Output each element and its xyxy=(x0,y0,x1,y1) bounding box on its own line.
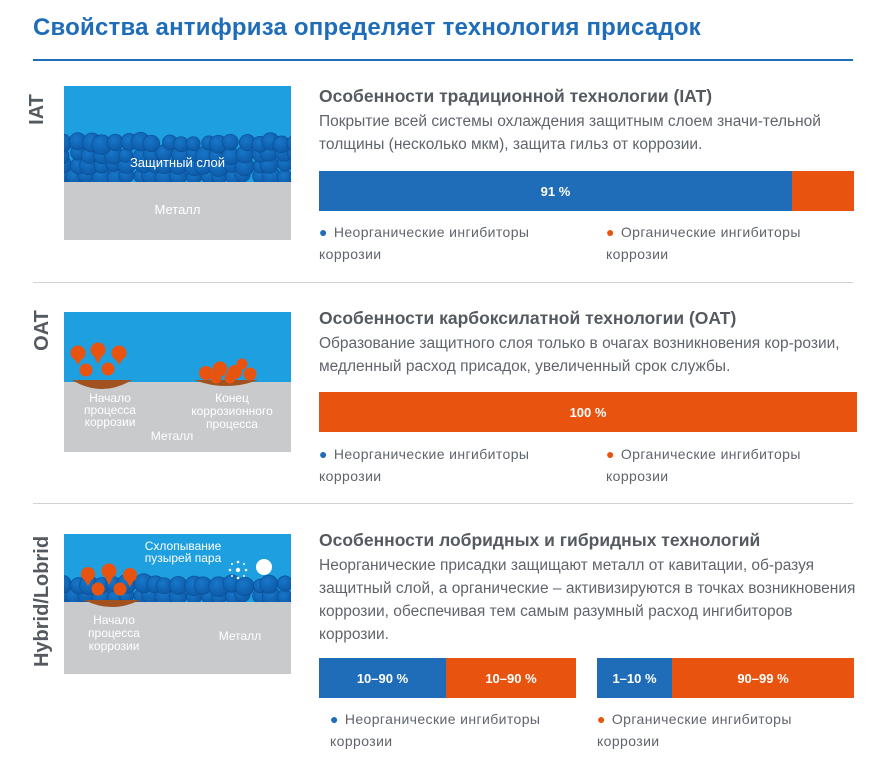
oat-organic-segment: 100 % xyxy=(319,392,857,432)
iat-legend-inorganic: ● Неорганические ингибиторы коррозии xyxy=(319,224,530,262)
metal-label: Металл xyxy=(154,202,201,217)
section-label-oat: OAT xyxy=(30,310,53,351)
iat-legend-organic: ● Органические ингибиторы коррозии xyxy=(606,224,801,262)
hybrid-legend-organic: ● Органические ингибиторы коррозии xyxy=(597,711,792,749)
oat-legend-organic: ● Органические ингибиторы коррозии xyxy=(606,446,801,484)
iat-organic-segment xyxy=(792,171,854,211)
page-title: Свойства антифриза определяет технология… xyxy=(33,14,701,41)
hybrid-legend-inorganic: ● Неорганические ингибиторы коррозии xyxy=(330,711,541,749)
orange-dot-icon: ● xyxy=(606,224,615,240)
orange-dot-icon: ● xyxy=(606,446,615,462)
orange-dot-icon: ● xyxy=(597,711,606,727)
blue-dot-icon: ● xyxy=(319,224,328,240)
section-separator xyxy=(33,282,853,283)
iat-bar: 91 % xyxy=(319,171,854,211)
iat-inorganic-segment: 91 % xyxy=(319,171,792,211)
hybrid-bar1-inorganic-segment: 10–90 % xyxy=(319,658,446,698)
oat-description: Образование защитного слоя только в очаг… xyxy=(319,335,840,375)
section-separator xyxy=(33,503,853,504)
section-label-iat: IAT xyxy=(25,94,48,125)
hybrid-heading: Особенности лобридных и гибридных технол… xyxy=(319,530,761,550)
hybrid-bar2-inorganic-segment: 1–10 % xyxy=(597,658,672,698)
hybrid-illustration: Схлопывание пузырей пара Начало процесса… xyxy=(64,534,291,674)
sparkle-icon xyxy=(228,560,248,580)
section-label-hybrid: Hybrid/Lobrid xyxy=(31,535,54,668)
hybrid-bubbles-label: Схлопывание пузырей пара xyxy=(144,539,222,565)
oat-corrosion-start-label: Начало процесса коррозии xyxy=(84,391,136,429)
oat-metal-label: Металл xyxy=(150,429,194,443)
blue-dot-icon: ● xyxy=(319,446,328,462)
iat-heading: Особенности традиционной технологии (IAT… xyxy=(319,86,713,106)
protective-layer-bubbles xyxy=(64,573,291,607)
hybrid-bar-2: 1–10 % 90–99 % xyxy=(597,658,854,698)
hybrid-bar-1: 10–90 % 10–90 % xyxy=(319,658,576,698)
vapor-bubble xyxy=(256,559,272,575)
hybrid-metal-label: Металл xyxy=(218,629,262,643)
hybrid-bar1-organic-segment: 10–90 % xyxy=(446,658,576,698)
blue-dot-icon: ● xyxy=(330,711,339,727)
hybrid-description: Неорганические присадки защищают металл … xyxy=(319,557,856,643)
protective-layer-bubbles xyxy=(64,132,291,187)
oat-legend-inorganic: ● Неорганические ингибиторы коррозии xyxy=(319,446,530,484)
hybrid-bar2-organic-segment: 90–99 % xyxy=(672,658,854,698)
iat-illustration: Защитный слой Металл xyxy=(64,86,291,240)
iat-description: Покрытие всей системы охлаждения защитны… xyxy=(319,113,821,153)
oat-heading: Особенности карбоксилатной технологии (O… xyxy=(319,308,737,328)
oat-illustration: Начало процесса коррозии Конец коррозион… xyxy=(64,312,291,452)
hybrid-corrosion-start-label: Начало процесса коррозии xyxy=(88,613,140,653)
title-rule xyxy=(33,59,853,61)
oat-bar: 100 % xyxy=(319,392,857,432)
oat-corrosion-end-label: Конец коррозионного процесса xyxy=(191,391,273,431)
protective-layer-label: Защитный слой xyxy=(129,155,226,170)
